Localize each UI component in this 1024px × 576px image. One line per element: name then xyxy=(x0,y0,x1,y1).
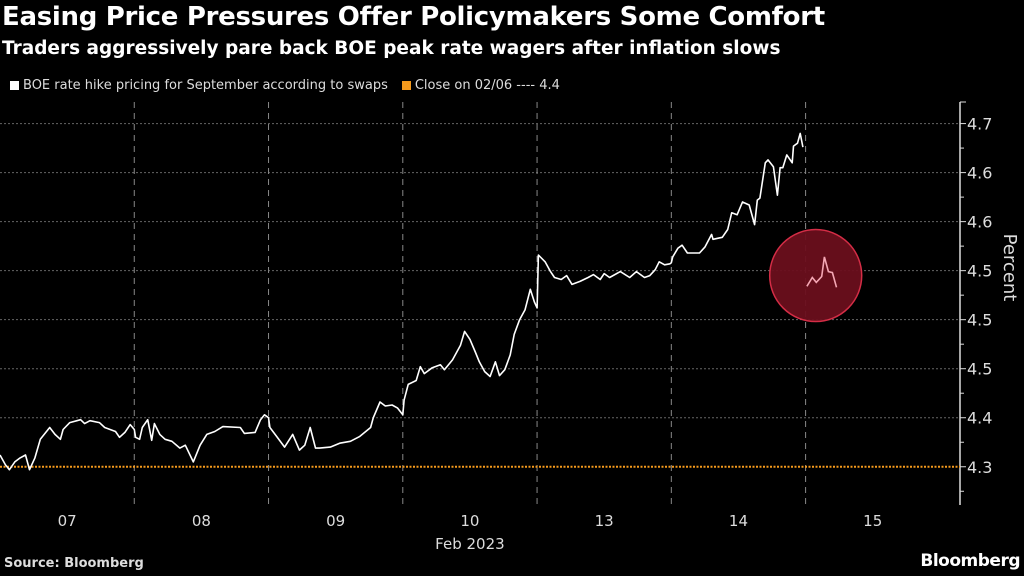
x-tick-label: 09 xyxy=(326,512,345,530)
y-tick-label: 4.6 xyxy=(967,164,992,183)
chart-title: Easing Price Pressures Offer Policymaker… xyxy=(2,2,825,32)
x-tick-label: 08 xyxy=(192,512,211,530)
series-line xyxy=(0,132,804,471)
x-tick-label: 10 xyxy=(460,512,479,530)
x-axis-label: Feb 2023 xyxy=(435,535,505,553)
x-tick-label: 15 xyxy=(863,512,882,530)
y-tick-label: 4.5 xyxy=(967,262,992,281)
legend-marker-close xyxy=(401,81,411,90)
highlight-series-line xyxy=(806,256,838,288)
x-tick-label: 13 xyxy=(595,512,614,530)
chart-subtitle: Traders aggressively pare back BOE peak … xyxy=(2,38,781,59)
legend-marker-line xyxy=(10,81,19,90)
legend-label-series: BOE rate hike pricing for September acco… xyxy=(23,78,388,93)
y-tick-label: 4.3 xyxy=(967,458,992,477)
y-tick-label: 4.7 xyxy=(967,115,992,134)
legend: BOE rate hike pricing for September acco… xyxy=(6,78,560,93)
y-tick-label: 4.5 xyxy=(967,311,992,330)
y-tick-label: 4.4 xyxy=(967,409,992,428)
x-tick-label: 14 xyxy=(729,512,748,530)
highlight-circle xyxy=(768,228,863,323)
y-axis-label: Percent xyxy=(999,234,1020,302)
bloomberg-logo: Bloomberg xyxy=(920,551,1020,571)
y-tick-label: 4.5 xyxy=(967,360,992,379)
y-tick-label: 4.6 xyxy=(967,213,992,232)
legend-label-close: Close on 02/06 ---- 4.4 xyxy=(414,78,560,93)
source-note: Source: Bloomberg xyxy=(4,556,144,571)
x-tick-label: 07 xyxy=(58,512,77,530)
